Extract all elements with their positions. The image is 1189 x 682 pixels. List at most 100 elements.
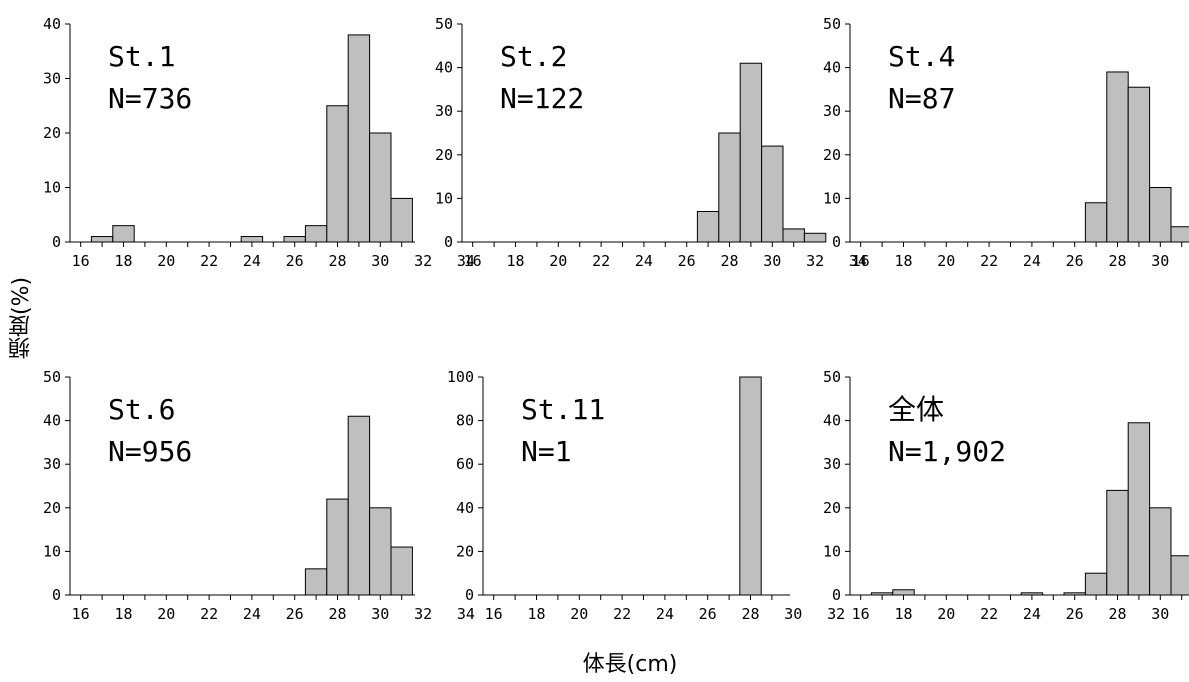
x-tick-label: 34 bbox=[457, 252, 475, 270]
y-tick-label: 10 bbox=[823, 189, 841, 207]
station-label: St.6 bbox=[108, 393, 175, 426]
y-tick-label: 0 bbox=[52, 233, 61, 251]
y-tick-label: 0 bbox=[465, 586, 474, 604]
x-tick-label: 32 bbox=[414, 252, 432, 270]
x-tick-label: 30 bbox=[371, 252, 389, 270]
y-tick-label: 60 bbox=[456, 455, 474, 473]
bar bbox=[347, 34, 371, 243]
sample-count-label: N=736 bbox=[108, 82, 192, 115]
x-tick-label: 18 bbox=[506, 252, 524, 270]
x-tick-label: 26 bbox=[678, 252, 696, 270]
bar bbox=[718, 132, 741, 243]
y-tick-label: 50 bbox=[823, 368, 841, 386]
x-tick-label: 24 bbox=[1023, 252, 1041, 270]
x-tick-label: 32 bbox=[414, 605, 432, 623]
bar bbox=[1149, 187, 1172, 243]
x-axis-label: 体長(cm) bbox=[582, 652, 678, 677]
y-tick-label: 100 bbox=[447, 368, 474, 386]
bar bbox=[240, 236, 264, 243]
bar bbox=[369, 132, 392, 243]
x-tick-label: 30 bbox=[763, 252, 781, 270]
x-tick-label: 24 bbox=[656, 605, 674, 623]
x-tick-label: 16 bbox=[72, 605, 90, 623]
x-tick-label: 16 bbox=[485, 605, 503, 623]
x-tick-label: 16 bbox=[464, 252, 482, 270]
bar bbox=[112, 225, 135, 243]
y-tick-label: 10 bbox=[43, 179, 61, 197]
x-tick-label: 20 bbox=[157, 252, 175, 270]
bar bbox=[304, 568, 328, 596]
bar bbox=[892, 589, 915, 596]
y-tick-label: 30 bbox=[435, 102, 453, 120]
y-tick-label: 0 bbox=[832, 586, 841, 604]
bar bbox=[283, 236, 306, 243]
x-tick-label: 28 bbox=[1108, 605, 1126, 623]
y-tick-label: 10 bbox=[823, 542, 841, 560]
bar bbox=[1170, 555, 1189, 596]
station-label: St.2 bbox=[500, 40, 567, 73]
x-tick-label: 26 bbox=[699, 605, 717, 623]
x-tick-label: 20 bbox=[937, 605, 955, 623]
x-tick-label: 32 bbox=[827, 605, 845, 623]
bar bbox=[739, 62, 763, 243]
x-tick-label: 34 bbox=[457, 605, 475, 623]
x-tick-label: 26 bbox=[1066, 605, 1084, 623]
x-tick-label: 32 bbox=[806, 252, 824, 270]
sample-count-label: N=1 bbox=[521, 435, 572, 468]
x-tick-label: 26 bbox=[1066, 252, 1084, 270]
x-tick-label: 22 bbox=[613, 605, 631, 623]
y-tick-label: 10 bbox=[435, 189, 453, 207]
y-tick-label: 30 bbox=[823, 102, 841, 120]
y-tick-label: 0 bbox=[52, 586, 61, 604]
x-tick-label: 24 bbox=[1023, 605, 1041, 623]
x-tick-label: 22 bbox=[200, 252, 218, 270]
bar bbox=[1127, 422, 1151, 596]
x-tick-label: 26 bbox=[286, 252, 304, 270]
y-tick-label: 10 bbox=[43, 542, 61, 560]
y-tick-label: 30 bbox=[43, 70, 61, 88]
sample-count-label: N=122 bbox=[500, 82, 584, 115]
bar bbox=[1127, 86, 1151, 243]
bar bbox=[390, 546, 413, 596]
y-tick-label: 20 bbox=[456, 542, 474, 560]
x-tick-label: 28 bbox=[1108, 252, 1126, 270]
bar bbox=[1170, 226, 1189, 243]
x-tick-label: 18 bbox=[114, 252, 132, 270]
bar bbox=[326, 498, 349, 596]
station-label: St.11 bbox=[521, 393, 605, 426]
y-tick-label: 30 bbox=[823, 455, 841, 473]
y-tick-label: 0 bbox=[444, 233, 453, 251]
x-tick-label: 20 bbox=[937, 252, 955, 270]
y-tick-label: 20 bbox=[43, 499, 61, 517]
x-tick-label: 28 bbox=[328, 605, 346, 623]
panel-1: 0 10 20 30 40 16 18 20 22 24 26 28 30 32 34 St.1 N=736 bbox=[43, 15, 475, 270]
x-tick-label: 18 bbox=[114, 605, 132, 623]
x-tick-label: 28 bbox=[328, 252, 346, 270]
y-tick-label: 0 bbox=[832, 233, 841, 251]
x-tick-label: 18 bbox=[894, 252, 912, 270]
x-tick-label: 30 bbox=[784, 605, 802, 623]
y-tick-label: 50 bbox=[823, 15, 841, 33]
panel-6: 0102030405016182022242628303234全体N=1,902 bbox=[823, 368, 1189, 623]
y-tick-label: 40 bbox=[435, 59, 453, 77]
y-tick-label: 50 bbox=[43, 368, 61, 386]
x-tick-label: 26 bbox=[286, 605, 304, 623]
station-label: 全体 bbox=[888, 393, 944, 426]
sample-count-label: N=956 bbox=[108, 435, 192, 468]
bar bbox=[782, 228, 805, 243]
x-tick-label: 22 bbox=[200, 605, 218, 623]
bar bbox=[326, 105, 349, 243]
x-tick-label: 16 bbox=[72, 252, 90, 270]
y-tick-label: 80 bbox=[456, 412, 474, 430]
bar bbox=[1084, 572, 1108, 596]
bar bbox=[1106, 71, 1129, 243]
x-tick-label: 16 bbox=[852, 252, 870, 270]
x-tick-label: 30 bbox=[1151, 252, 1169, 270]
x-tick-label: 20 bbox=[549, 252, 567, 270]
y-tick-label: 40 bbox=[43, 15, 61, 33]
y-tick-label: 20 bbox=[435, 146, 453, 164]
sample-count-label: N=1,902 bbox=[888, 435, 1006, 468]
